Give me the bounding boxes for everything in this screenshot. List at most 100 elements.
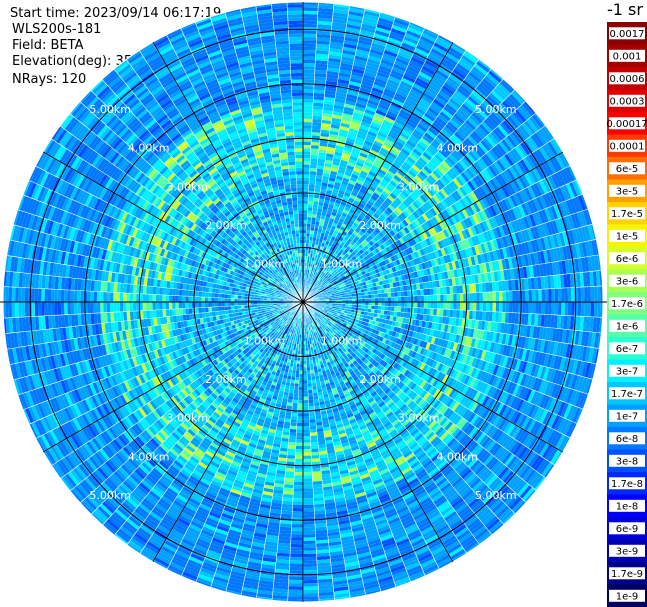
- range-gate-cell: [347, 90, 359, 97]
- range-gate-cell: [341, 119, 352, 125]
- range-gate-cell: [420, 295, 425, 302]
- range-gate-cell: [370, 45, 385, 53]
- range-gate-cell: [331, 164, 340, 170]
- range-gate-cell: [327, 143, 337, 149]
- range-gate-cell: [316, 34, 331, 39]
- range-gate-cell: [433, 308, 437, 316]
- range-gate-cell: [413, 290, 418, 297]
- range-gate-cell: [355, 102, 367, 109]
- range-gate-cell: [303, 7, 319, 12]
- range-gate-cell: [326, 77, 339, 83]
- range-gate-cell: [343, 147, 353, 153]
- range-gate-cell: [453, 293, 457, 302]
- range-gate-cell: [502, 302, 506, 313]
- range-gate-cell: [345, 140, 355, 147]
- range-gate-cell: [309, 177, 316, 182]
- ppi-sectors: [2, 1, 604, 603]
- range-gate-cell: [420, 302, 425, 309]
- range-gate-cell: [368, 96, 381, 104]
- range-gate-cell: [358, 298, 362, 302]
- ray-separator: [302, 2, 319, 303]
- field-label: Field: BETA: [12, 38, 84, 53]
- range-gate-cell: [315, 70, 328, 75]
- range-gate-cell: [303, 125, 313, 129]
- range-gate-cell: [307, 207, 313, 211]
- range-gate-cell: [446, 302, 451, 310]
- range-gate-cell: [414, 302, 418, 308]
- range-gate-cell: [329, 130, 339, 136]
- range-gate-cell: [314, 79, 327, 84]
- range-gate-cell: [381, 302, 385, 307]
- range-gate-cell: [318, 7, 334, 13]
- range-gate-cell: [303, 177, 310, 182]
- range-gate-cell: [309, 236, 314, 241]
- range-gate-cell: [346, 137, 356, 144]
- range-gate-cell: [429, 288, 434, 296]
- range-gate-cell: [312, 237, 317, 242]
- range-gate-cell: [303, 50, 316, 54]
- range-gate-cell: [303, 30, 317, 34]
- range-gate-cell: [541, 289, 546, 302]
- range-gate-cell: [323, 106, 334, 112]
- range-gate-cell: [508, 291, 513, 302]
- range-gate-cell: [303, 171, 310, 175]
- range-gate-cell: [305, 253, 309, 257]
- range-gate-cell: [303, 79, 315, 83]
- range-gate-cell: [469, 293, 474, 302]
- range-gate-cell: [303, 239, 307, 244]
- range-gate-cell: [417, 295, 421, 302]
- range-gate-cell: [310, 151, 319, 156]
- range-gate-cell: [344, 171, 353, 177]
- range-gate-cell: [320, 232, 326, 237]
- range-gate-cell: [390, 287, 395, 293]
- range-gate-cell: [492, 291, 497, 302]
- range-gate-cell: [354, 55, 368, 62]
- range-gate-cell: [303, 161, 311, 165]
- range-gate-cell: [366, 61, 380, 69]
- range-gate-cell: [321, 229, 327, 234]
- range-gate-cell: [327, 207, 334, 212]
- range-gate-cell: [303, 36, 317, 41]
- range-gate-cell: [344, 40, 358, 46]
- range-gate-cell: [319, 195, 326, 200]
- range-gate-cell: [303, 216, 308, 221]
- range-gate-cell: [347, 131, 358, 137]
- range-gate-cell: [324, 196, 331, 201]
- range-gate-cell: [330, 197, 337, 203]
- range-gate-cell: [400, 291, 405, 297]
- range-gate-cell: [512, 290, 516, 302]
- range-gate-cell: [446, 309, 451, 318]
- range-gate-cell: [317, 17, 333, 23]
- range-gate-cell: [499, 302, 503, 313]
- range-gate-cell: [403, 312, 408, 319]
- range-gate-cell: [303, 122, 313, 126]
- range-gate-cell: [365, 105, 377, 113]
- range-gate-cell: [308, 200, 314, 205]
- range-gate-cell: [353, 61, 367, 68]
- ray-separator: [302, 12, 381, 303]
- range-gate-cell: [333, 12, 349, 18]
- range-gate-cell: [316, 171, 324, 176]
- range-gate-cell: [313, 102, 324, 107]
- range-gate-cell: [311, 128, 321, 133]
- range-gate-cell: [308, 204, 314, 208]
- range-gate-cell: [339, 162, 348, 169]
- elevation-label: Elevation(deg): 35.30: [12, 54, 153, 69]
- range-gate-cell: [310, 161, 318, 166]
- range-gate-cell: [456, 302, 461, 311]
- range-gate-cell: [303, 210, 308, 214]
- range-gate-cell: [315, 66, 328, 71]
- range-gate-cell: [324, 93, 336, 99]
- range-gate-cell: [433, 295, 438, 302]
- range-gate-cell: [309, 174, 317, 179]
- range-gate-cell: [345, 168, 354, 174]
- range-gate-cell: [337, 193, 344, 199]
- range-gate-cell: [351, 118, 362, 125]
- range-gate-cell: [303, 174, 310, 178]
- range-gate-cell: [378, 297, 382, 302]
- range-gate-cell: [306, 223, 312, 228]
- range-gate-cell: [310, 270, 314, 274]
- range-gate-cell: [482, 302, 487, 312]
- range-gate-cell: [597, 286, 601, 302]
- range-gate-cell: [306, 230, 311, 234]
